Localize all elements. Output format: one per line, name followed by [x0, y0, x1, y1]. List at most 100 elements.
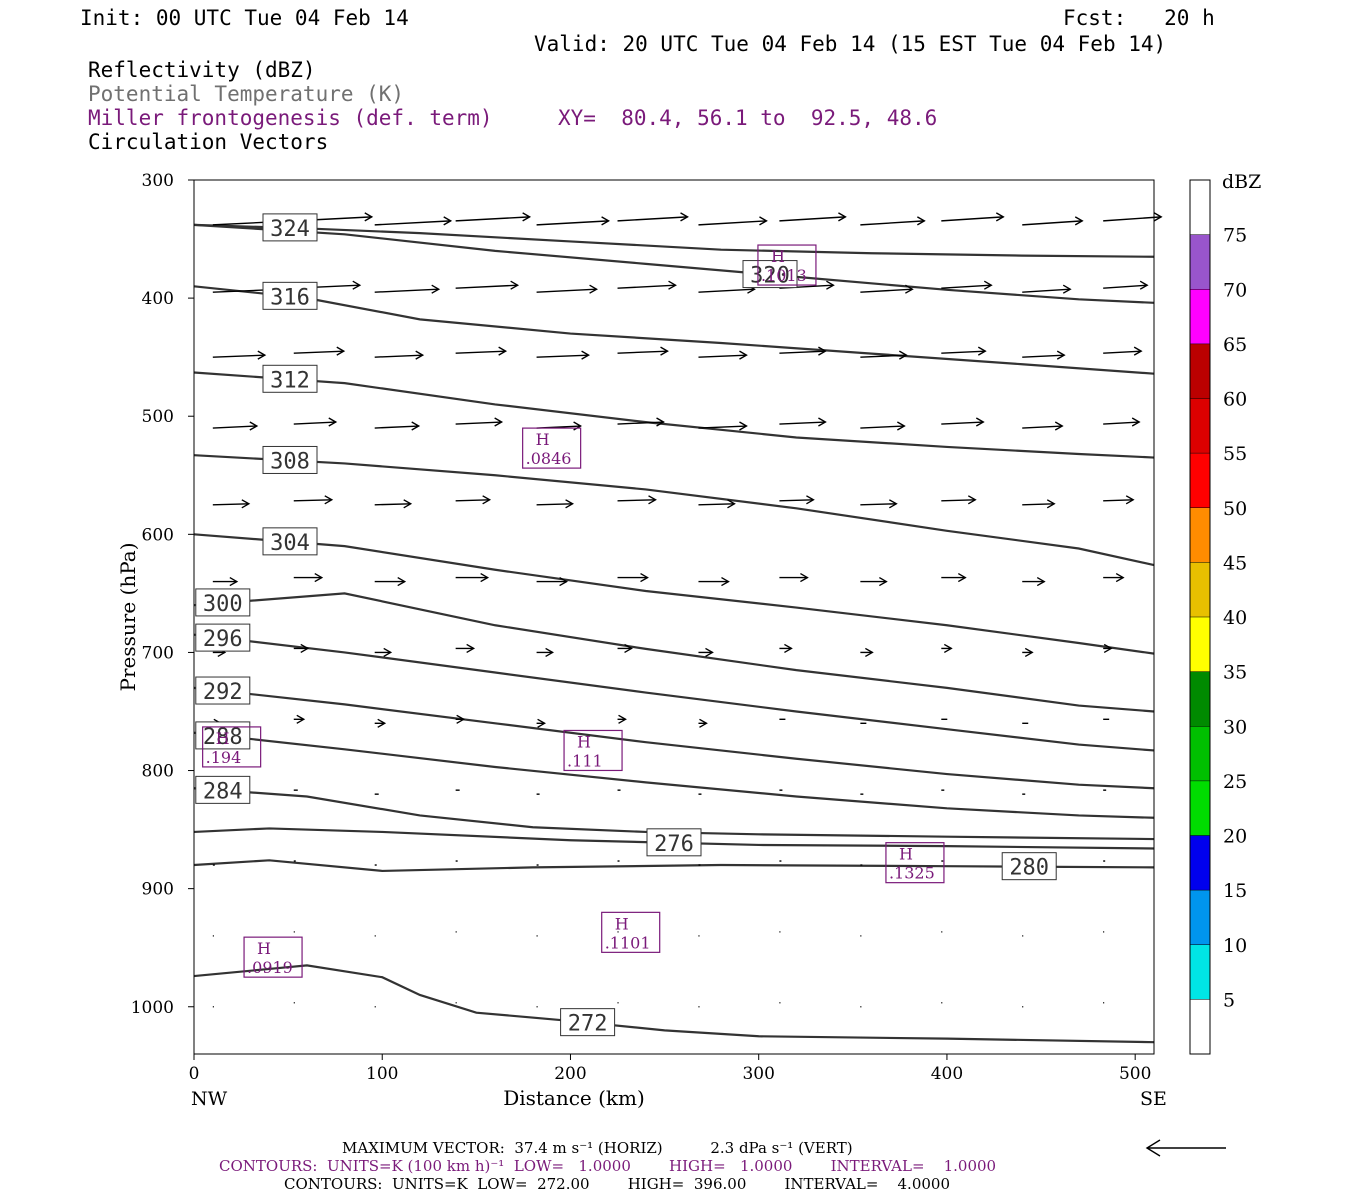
circulation-vector — [536, 499, 574, 509]
colorbar-tick-label: 10 — [1223, 935, 1247, 957]
circulation-vector — [374, 718, 387, 728]
theta-label: 292 — [203, 680, 243, 705]
colorbar-segment — [1190, 343, 1210, 399]
theta-label-box — [560, 1008, 616, 1037]
frontogenesis-max: H.1325 — [885, 842, 945, 884]
circulation-vector — [698, 350, 748, 360]
circulation-vector — [617, 212, 689, 222]
x-tick-label: 400 — [931, 1064, 963, 1084]
circulation-vector — [1103, 495, 1135, 505]
circulation-vector — [617, 280, 677, 290]
theta-contour-276 — [193, 827, 1155, 850]
theta-contour-284 — [193, 787, 1155, 841]
circulation-vector — [212, 499, 251, 509]
theta-label-box — [262, 527, 318, 556]
circulation-vector — [860, 421, 906, 431]
colorbar-segment — [1190, 999, 1210, 1054]
theta-contour-296 — [193, 633, 1155, 752]
circulation-vector — [779, 572, 809, 583]
colorbar-segment — [1190, 398, 1210, 454]
circulation-vector — [698, 718, 708, 728]
theta-contour-304 — [193, 533, 1155, 655]
circulation-vector — [293, 643, 310, 654]
theta-label-box — [262, 364, 318, 393]
frontogenesis-max-label: H — [899, 845, 913, 864]
frontogenesis-max-label: H — [216, 729, 230, 748]
circulation-vector — [1022, 421, 1064, 431]
circulation-vector — [698, 647, 714, 658]
circulation-vector — [860, 216, 926, 226]
circulation-vector — [860, 350, 908, 360]
theta-label-box — [262, 445, 318, 474]
circulation-vector — [455, 417, 504, 427]
circulation-vector — [1103, 572, 1125, 583]
circulation-vector — [212, 350, 267, 360]
circulation-vector — [1022, 576, 1046, 587]
field-reflectivity: Reflectivity (dBZ) — [88, 58, 316, 82]
circulation-vector — [536, 647, 554, 658]
maximum-vector: MAXIMUM VECTOR: 37.4 m s⁻¹ (HORIZ) 2.3 d… — [342, 1139, 853, 1157]
frontogenesis-max-label: H — [536, 430, 550, 449]
theta-label-box — [262, 281, 318, 310]
frontogenesis-max-value: .1325 — [889, 864, 935, 883]
circulation-vector — [779, 495, 815, 505]
theta-label: 284 — [203, 779, 243, 804]
theta-contour-272 — [193, 964, 1155, 1044]
field-frontogenesis: Miller frontogenesis (def. term) — [88, 106, 493, 130]
frontogenesis-max-value: .0919 — [247, 958, 293, 977]
theta-label-box — [195, 623, 251, 652]
circulation-vector — [212, 576, 239, 587]
y-tick-label: 500 — [142, 407, 174, 427]
colorbar-tick-label: 75 — [1223, 225, 1247, 247]
colorbar-segment — [1190, 671, 1210, 727]
circulation-vector — [779, 346, 827, 356]
x-axis-label: Distance (km) — [503, 1086, 645, 1110]
circulation-vector — [293, 346, 346, 356]
theta-label-box — [742, 260, 798, 289]
colorbar-tick-label: 50 — [1223, 498, 1247, 520]
theta-contour-292 — [193, 686, 1155, 790]
circulation-vector — [536, 350, 590, 360]
circulation-vector — [536, 421, 582, 431]
circulation-vector — [455, 346, 508, 356]
theta-label: 300 — [203, 592, 243, 617]
theta-label-box — [195, 588, 251, 617]
field-potential-temperature: Potential Temperature (K) — [88, 82, 405, 106]
circulation-vector — [698, 499, 736, 509]
init-time: Init: 00 UTC Tue 04 Feb 14 — [80, 6, 409, 30]
theta-label: 280 — [1009, 856, 1049, 881]
frontogenesis-max: H.1013 — [757, 244, 817, 286]
circulation-vector — [698, 421, 748, 431]
circulation-vector — [1103, 417, 1141, 427]
colorbar-tick-label: 15 — [1223, 880, 1247, 902]
circulation-vector — [455, 495, 492, 505]
reference-vector-arrow — [1145, 1139, 1226, 1157]
circulation-vector — [941, 212, 1005, 222]
circulation-vector — [536, 576, 568, 587]
theta-label: 288 — [203, 725, 243, 750]
theta-label-box — [195, 775, 251, 804]
circulation-vector — [941, 643, 953, 654]
colorbar-title: dBZ — [1222, 171, 1261, 193]
frontogenesis-max: H.111 — [563, 729, 623, 772]
circulation-vector — [293, 495, 334, 505]
colorbar-tick-label: 20 — [1223, 826, 1247, 848]
circulation-vector — [1103, 346, 1143, 356]
circulation-vector — [860, 499, 898, 509]
colorbar-tick-label: 5 — [1223, 989, 1235, 1011]
colorbar-tick-label: 25 — [1223, 771, 1247, 793]
colorbar-tick-label: 55 — [1223, 443, 1247, 465]
theta-contour-312 — [193, 371, 1155, 459]
frontogenesis-max-value: .0846 — [526, 449, 572, 468]
x-tick-label: 100 — [366, 1064, 398, 1084]
colorbar-tick-label: 30 — [1223, 716, 1247, 738]
circulation-vector — [617, 417, 665, 427]
theta-label: 272 — [568, 1012, 608, 1037]
frontogenesis-max-label: H — [257, 939, 271, 958]
circulation-vector — [941, 280, 993, 290]
colorbar-segment — [1190, 890, 1210, 945]
circulation-vector — [860, 284, 914, 294]
y-tick-label: 300 — [142, 171, 174, 191]
colorbar-segment — [1190, 234, 1210, 290]
